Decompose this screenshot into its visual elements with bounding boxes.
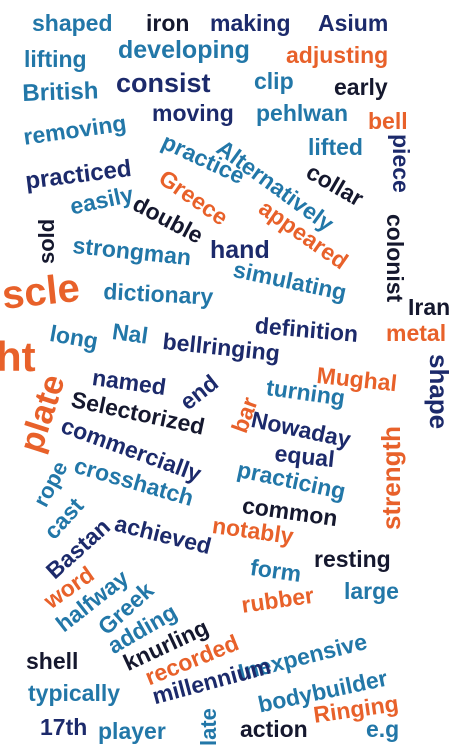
word-bell: bell [368, 108, 408, 134]
word-shaped: shaped [32, 10, 113, 36]
word-lifted: lifted [308, 134, 363, 160]
word-rubber: rubber [239, 581, 316, 618]
word-removing: removing [21, 109, 128, 150]
word-shell: shell [26, 648, 79, 674]
word-e-g: e.g [366, 716, 400, 742]
word-typically: typically [28, 680, 121, 706]
word-strongman: strongman [71, 232, 193, 271]
word-asium: Asium [318, 10, 389, 36]
word-form: form [248, 554, 303, 587]
word-pehlwan: pehlwan [256, 100, 349, 126]
word-long: long [47, 320, 101, 355]
word-scle: scle [0, 265, 82, 318]
word-making: making [210, 10, 291, 36]
word-nal: Nal [110, 318, 150, 349]
word-piece: piece [388, 134, 414, 193]
word-iron: iron [146, 10, 190, 36]
word-strength: strength [376, 426, 406, 530]
word-action: action [240, 716, 308, 742]
word-dictionary: dictionary [102, 278, 214, 310]
word-adjusting: adjusting [286, 42, 389, 68]
word-moving: moving [152, 100, 234, 126]
word-british: British [21, 77, 99, 107]
word-consist: consist [116, 68, 211, 98]
word-iran: Iran [408, 294, 451, 320]
word-hand: hand [210, 236, 270, 264]
word-player: player [98, 718, 166, 744]
word-end: end [174, 369, 223, 415]
word-developing: developing [118, 36, 250, 64]
word-colonist: colonist [382, 214, 408, 303]
word-clip: clip [254, 68, 294, 94]
word-ht: ht [0, 333, 36, 380]
word-achieved: achieved [112, 510, 215, 560]
word-large: large [344, 578, 399, 604]
word-plate: plate [12, 369, 73, 458]
word-lifting: lifting [24, 46, 87, 72]
word-metal: metal [386, 320, 447, 346]
word-shape: shape [424, 354, 454, 430]
word-17th: 17th [40, 714, 88, 740]
word-resting: resting [314, 546, 391, 572]
word-early: early [334, 74, 388, 100]
word-sold: sold [34, 218, 59, 264]
word-late: late [196, 708, 221, 746]
